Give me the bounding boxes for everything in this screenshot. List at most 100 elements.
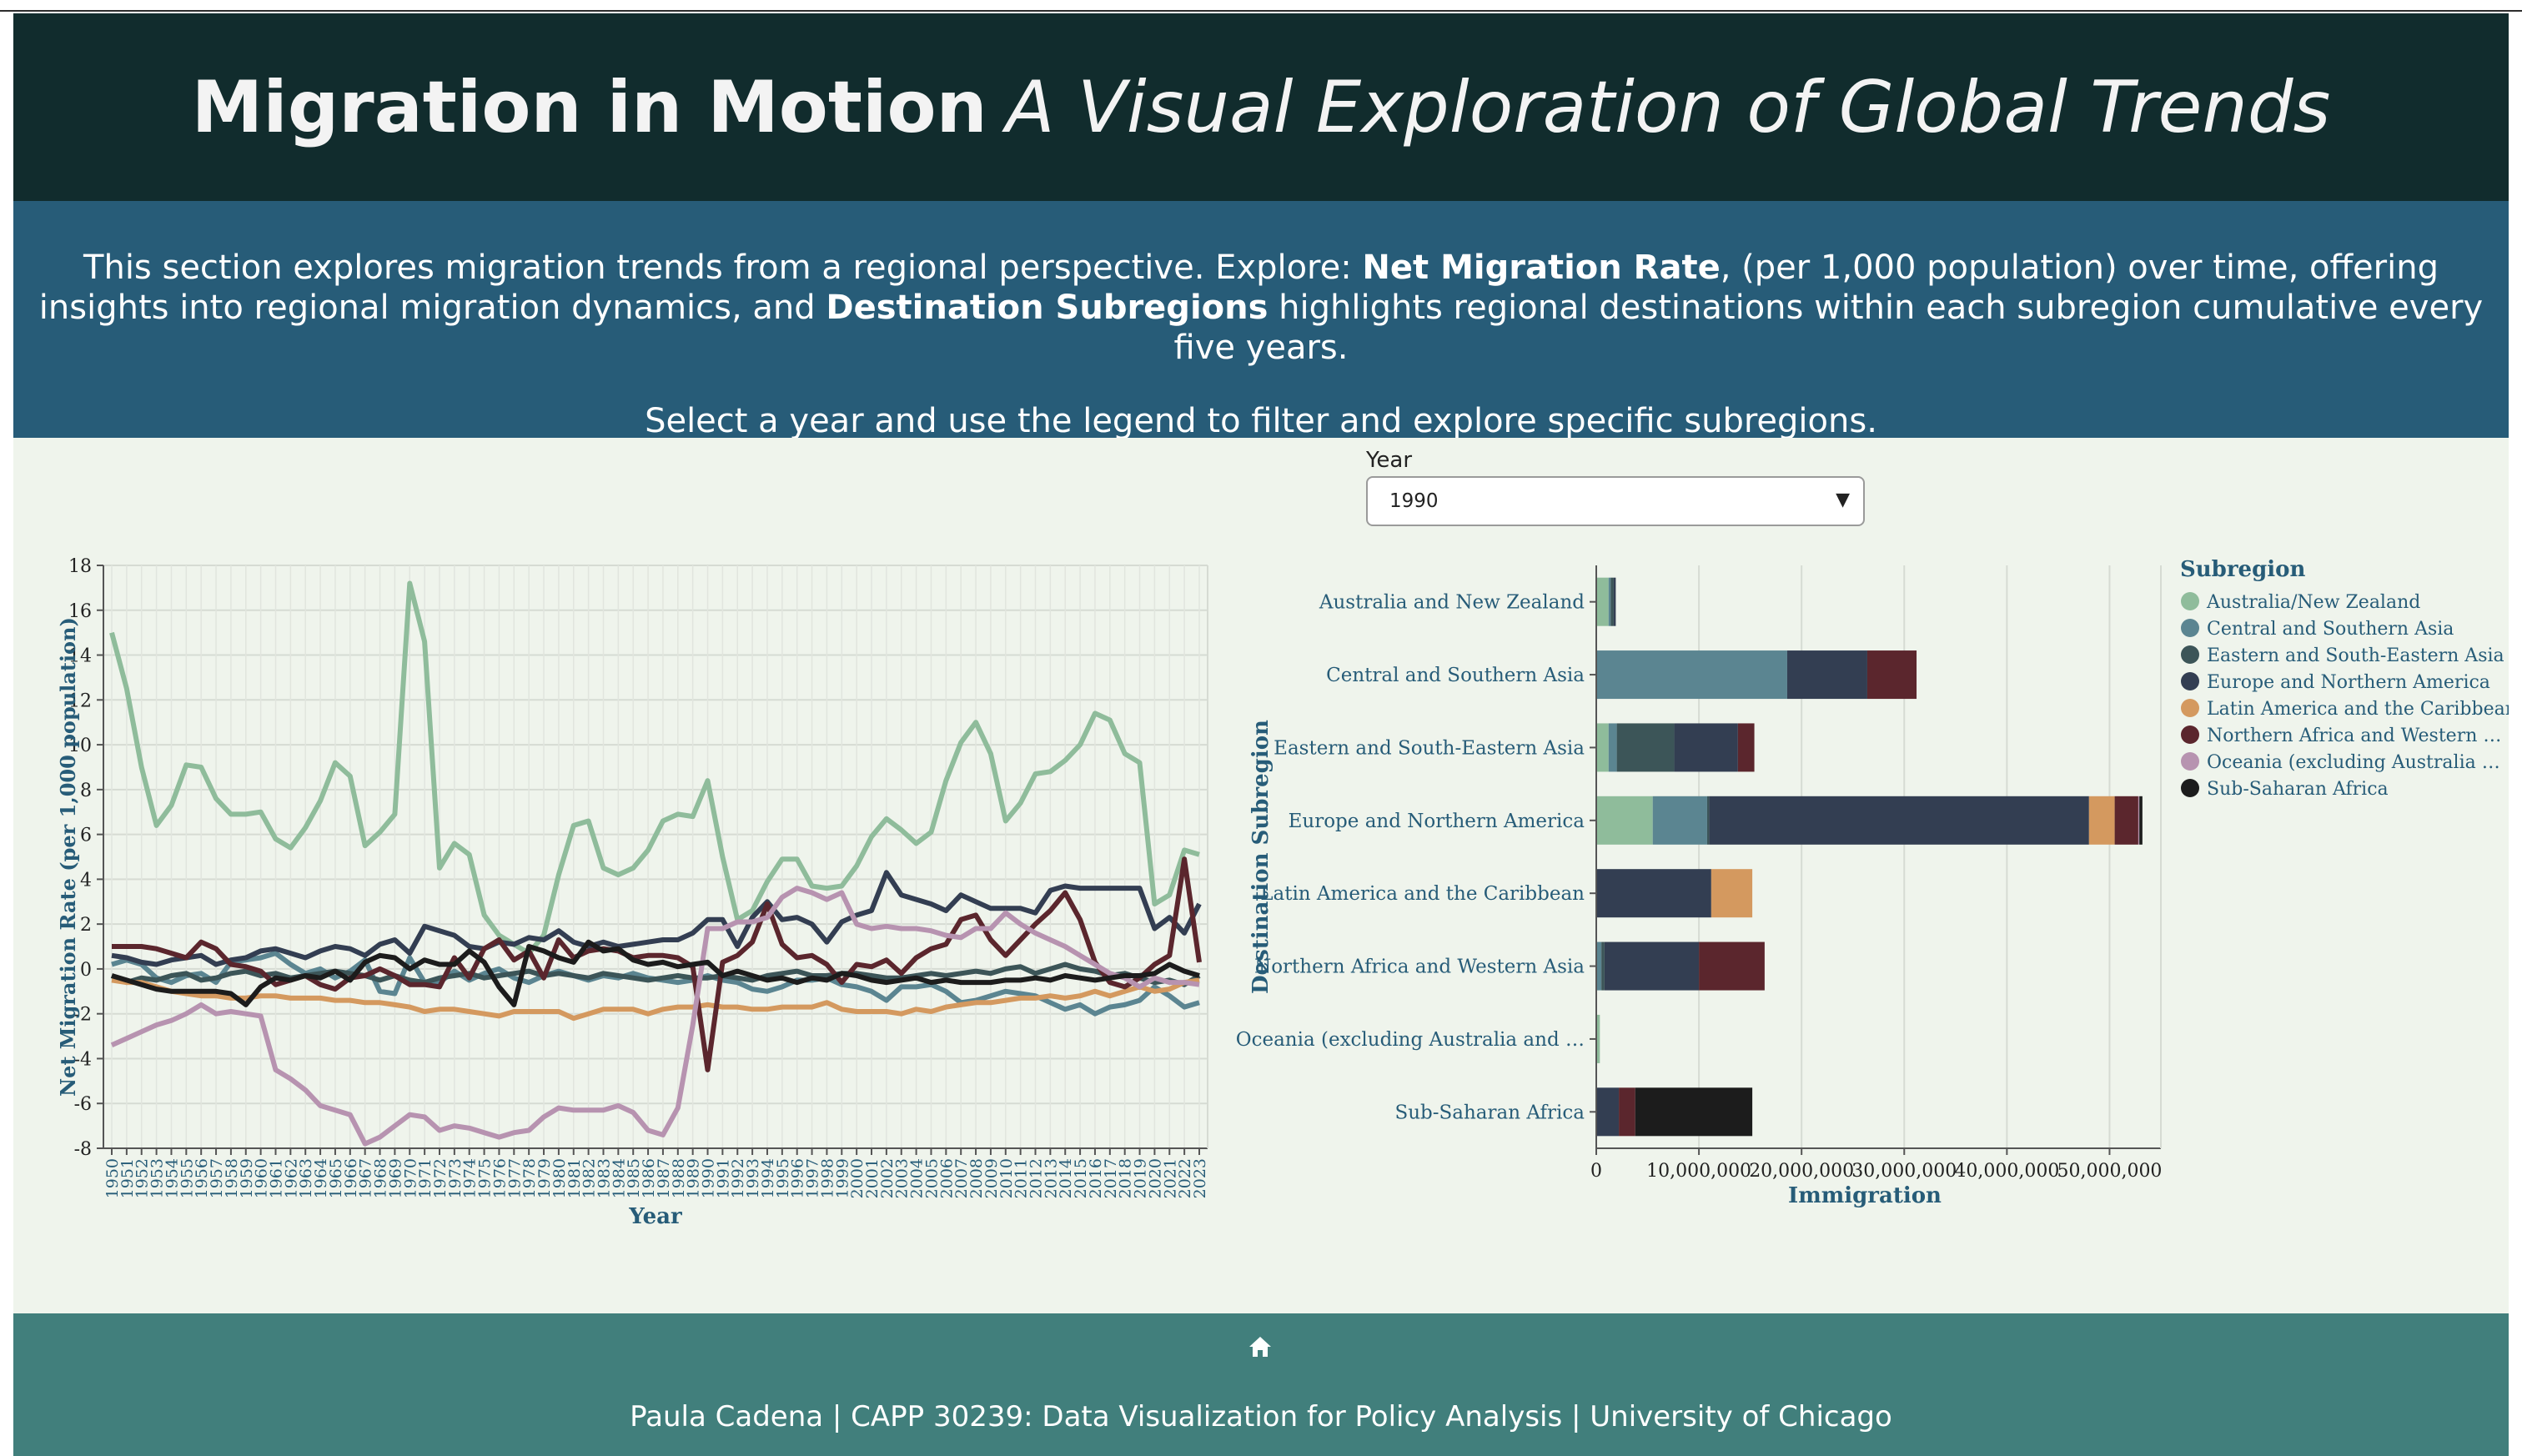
x-tick-label: 2008 — [967, 1158, 986, 1198]
intro-text: highlights regional destinations within … — [1173, 289, 2484, 367]
legend-label: Northern Africa and Western … — [2207, 725, 2501, 746]
home-icon[interactable] — [1248, 1335, 1273, 1358]
x-tick-label: 1972 — [431, 1158, 450, 1198]
x-tick-label: 1992 — [729, 1158, 747, 1198]
intro-text: This section explores migration trends f… — [83, 249, 1363, 287]
y-axis-title: Net Migration Rate (per 1,000 population… — [56, 617, 80, 1097]
y-tick-label: Central and Southern Asia — [1326, 665, 1585, 686]
x-tick-label: 1997 — [804, 1158, 822, 1198]
legend-item[interactable]: Northern Africa and Western … — [2181, 725, 2501, 746]
x-tick-label: 1985 — [625, 1158, 643, 1198]
y-tick-label: -4 — [74, 1049, 92, 1070]
x-tick-label: 2002 — [878, 1158, 897, 1198]
series-line — [111, 977, 1200, 1022]
bar-segment — [1706, 796, 1710, 845]
legend-item[interactable]: Oceania (excluding Australia … — [2181, 752, 2500, 773]
y-axis-title: Destination Subregion — [1248, 720, 1274, 994]
intro-paragraph: This section explores migration trends f… — [13, 248, 2509, 368]
legend-label: Central and Southern Asia — [2207, 619, 2454, 640]
x-axis-title: Year — [628, 1204, 682, 1229]
legend-item[interactable]: Sub-Saharan Africa — [2181, 779, 2389, 800]
x-tick-label: 2023 — [1191, 1158, 1209, 1198]
series-line — [110, 886, 1200, 1147]
bar-segment — [2139, 796, 2143, 845]
x-tick-label: 1976 — [490, 1158, 509, 1198]
x-tick-label: 2000 — [848, 1158, 867, 1198]
series-line — [109, 580, 1200, 956]
x-tick-label: 1986 — [640, 1158, 658, 1198]
page-title: Migration in Motion — [191, 65, 987, 149]
x-tick-label: 1979 — [535, 1158, 554, 1198]
x-tick-label: 2016 — [1087, 1158, 1105, 1198]
x-tick-label: 2020 — [1146, 1158, 1164, 1198]
x-tick-label: 50,000,000 — [2057, 1161, 2162, 1182]
x-tick-label: 1998 — [818, 1158, 836, 1198]
legend-item[interactable]: Eastern and South-Eastern Asia — [2181, 645, 2504, 666]
window-top-border — [0, 0, 2522, 12]
y-tick-label: 6 — [80, 826, 92, 846]
x-tick-label: 1999 — [833, 1158, 852, 1198]
legend-item[interactable]: Australia/New Zealand — [2181, 592, 2420, 613]
x-tick-label: 1971 — [416, 1158, 435, 1198]
x-tick-label: 1984 — [610, 1158, 628, 1198]
x-tick-label: 1969 — [386, 1158, 404, 1198]
x-tick-label: 2019 — [1132, 1158, 1150, 1198]
bar-segment — [1613, 577, 1616, 626]
x-tick-label: 10,000,000 — [1646, 1161, 1751, 1182]
x-tick-label: 1952 — [133, 1158, 152, 1198]
bar-segment — [2138, 796, 2140, 845]
x-tick-label: 1956 — [193, 1158, 211, 1198]
x-tick-label: 1959 — [238, 1158, 256, 1198]
legend-swatch — [2181, 619, 2199, 637]
legend-swatch — [2181, 779, 2199, 797]
x-tick-label: 1951 — [118, 1158, 137, 1198]
bar-segment — [1596, 650, 1787, 700]
x-tick-label: 2001 — [863, 1158, 882, 1198]
x-tick-label: 30,000,000 — [1851, 1161, 1957, 1182]
y-tick-label: Australia and New Zealand — [1319, 592, 1585, 614]
x-tick-label: 40,000,000 — [1954, 1161, 2059, 1182]
y-tick-label: 16 — [68, 601, 92, 622]
series-line — [111, 939, 1200, 1007]
legend-item[interactable]: Europe and Northern America — [2181, 672, 2490, 693]
y-tick-label: 18 — [68, 556, 92, 577]
x-tick-label: 1978 — [520, 1158, 539, 1198]
x-tick-label: 1996 — [789, 1158, 807, 1198]
x-tick-label: 2011 — [1012, 1158, 1031, 1198]
x-tick-label: 1973 — [446, 1158, 465, 1198]
x-tick-label: 0 — [1590, 1161, 1602, 1182]
x-tick-label: 1967 — [357, 1158, 375, 1198]
bar-segment — [1596, 1087, 1620, 1137]
legend-swatch — [2181, 752, 2199, 771]
x-tick-label: 2006 — [937, 1158, 956, 1198]
year-label: Year — [1366, 448, 1413, 473]
x-tick-label: 1965 — [327, 1158, 345, 1198]
bar-segment — [1596, 577, 1609, 626]
legend-item[interactable]: Central and Southern Asia — [2181, 619, 2454, 640]
x-tick-label: 2005 — [922, 1158, 941, 1198]
legend-swatch — [2181, 592, 2199, 610]
bar-segment — [1635, 1087, 1753, 1137]
x-tick-label: 1953 — [148, 1158, 167, 1198]
intro-text: , (per 1,000 population) over time, offe… — [38, 249, 2439, 327]
x-tick-label: 1981 — [565, 1158, 584, 1198]
x-tick-label: 2022 — [1176, 1158, 1194, 1198]
bar-segment — [1619, 1087, 1635, 1137]
bar-segment — [1596, 869, 1711, 918]
y-tick-label: 10 — [68, 736, 92, 756]
x-tick-label: 1989 — [685, 1158, 703, 1198]
x-tick-label: 2007 — [952, 1158, 971, 1198]
x-tick-label: 2013 — [1042, 1158, 1060, 1198]
x-tick-label: 1955 — [178, 1158, 196, 1198]
bar-segment — [2114, 796, 2138, 845]
bar-segment — [1608, 723, 1617, 772]
year-select[interactable]: 1990 ▼ — [1366, 476, 1865, 526]
x-tick-label: 1977 — [505, 1158, 524, 1198]
page-subtitle: A Visual Exploration of Global Trends — [1005, 65, 2331, 149]
legend-item[interactable]: Latin America and the Caribbean — [2181, 699, 2509, 720]
x-tick-label: 2004 — [908, 1158, 927, 1198]
x-tick-label: 1958 — [223, 1158, 241, 1198]
x-tick-label: 1962 — [282, 1158, 300, 1198]
bar-segment — [1786, 650, 1867, 700]
x-tick-label: 1950 — [103, 1158, 122, 1198]
